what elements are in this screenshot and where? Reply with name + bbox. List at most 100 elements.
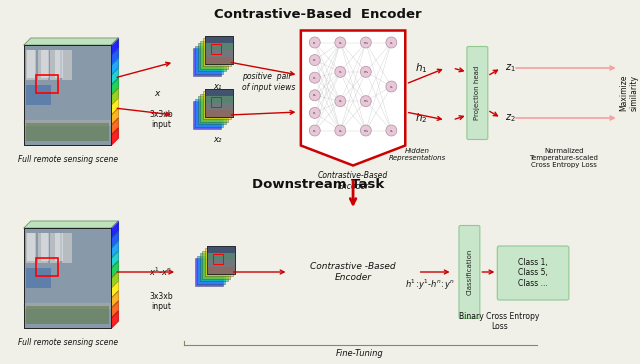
Polygon shape [111,271,118,288]
Bar [26,50,36,80]
Text: n₂: n₂ [339,70,342,74]
Bar [200,253,228,281]
Bar [203,91,231,119]
Bar [205,248,233,276]
Text: m₃: m₃ [364,99,368,103]
Bar [27,233,35,261]
Circle shape [335,125,346,136]
Circle shape [335,66,346,77]
Circle shape [309,90,320,101]
Circle shape [309,37,320,48]
Circle shape [309,72,320,83]
Text: $x^1$-$x^n$: $x^1$-$x^n$ [150,266,173,278]
Text: m₂: m₂ [364,70,368,74]
Bar [198,96,226,124]
Polygon shape [111,128,118,145]
Polygon shape [111,221,118,238]
Text: o₂: o₂ [390,84,393,88]
Bar [205,36,233,63]
Bar [26,123,109,141]
Bar [205,36,233,43]
Bar [50,50,60,80]
Bar [211,96,221,107]
Text: Normalized
Temperature-scaled
Cross Entropy Loss: Normalized Temperature-scaled Cross Entr… [529,148,598,168]
Bar [38,50,48,80]
Bar [202,250,230,278]
Polygon shape [111,301,118,318]
Circle shape [386,125,397,136]
Text: x: x [154,88,160,98]
Text: Maximize
similarity: Maximize similarity [619,75,638,111]
Text: Class 1,
Class 5,
Class ...: Class 1, Class 5, Class ... [518,258,548,288]
Text: Fine-Tuning: Fine-Tuning [336,349,384,358]
Polygon shape [111,98,118,115]
Bar [200,94,228,122]
Bar [41,233,49,261]
Text: 3x3xb
input: 3x3xb input [149,110,173,129]
Text: e₃: e₃ [313,76,317,80]
Text: Hidden
Representations: Hidden Representations [389,148,446,161]
Circle shape [335,37,346,48]
FancyBboxPatch shape [497,246,569,300]
Text: Full remote sensing scene: Full remote sensing scene [17,338,118,347]
Text: Downstream Task: Downstream Task [252,178,385,191]
Text: o₁: o₁ [390,40,393,44]
Circle shape [309,55,320,66]
Bar [207,253,236,260]
Bar [61,50,72,80]
Bar [207,260,236,266]
Bar [205,56,233,63]
FancyBboxPatch shape [459,226,480,318]
Circle shape [386,81,397,92]
Text: m₄: m₄ [364,128,368,132]
Text: $h_2$: $h_2$ [415,111,427,125]
Circle shape [386,37,397,48]
Text: e₅: e₅ [313,111,317,115]
Polygon shape [111,48,118,65]
Polygon shape [111,281,118,298]
Polygon shape [111,261,118,278]
Polygon shape [111,58,118,75]
Bar [205,43,233,50]
Text: e₄: e₄ [313,93,317,97]
Bar [193,101,221,129]
Text: Binary Cross Entropy
Loss: Binary Cross Entropy Loss [459,312,540,331]
Text: o₃: o₃ [390,128,393,132]
Text: $h^1\!:\!y^1$-$h^n\!:\!y^n$: $h^1\!:\!y^1$-$h^n\!:\!y^n$ [404,278,454,292]
Text: x₂: x₂ [213,135,221,144]
Text: Full remote sensing scene: Full remote sensing scene [17,155,118,164]
Bar [195,258,223,286]
Circle shape [335,96,346,107]
Bar [24,45,111,145]
Polygon shape [111,291,118,308]
Polygon shape [111,78,118,95]
Text: Contrastive -Based
Encoder: Contrastive -Based Encoder [310,262,396,282]
Bar [24,228,111,328]
Polygon shape [111,231,118,248]
Bar [26,268,51,288]
Circle shape [360,125,371,136]
Polygon shape [111,88,118,105]
Polygon shape [111,118,118,135]
Polygon shape [111,241,118,258]
Circle shape [360,66,371,77]
Bar [200,40,228,68]
Text: $h_1$: $h_1$ [415,61,428,75]
Text: e₁: e₁ [313,40,317,44]
Text: Contrastive-Based  Encoder: Contrastive-Based Encoder [214,8,422,21]
Text: m₁: m₁ [364,40,368,44]
Bar [36,75,58,93]
Bar [26,85,51,105]
Bar [195,46,223,74]
Bar [197,256,225,284]
Circle shape [309,107,320,118]
Bar [36,258,58,276]
Text: Contrastive-Based
Encoder: Contrastive-Based Encoder [318,171,388,191]
Bar [203,38,231,66]
Bar [50,233,60,263]
Text: n₁: n₁ [339,40,342,44]
Bar [207,245,236,273]
Bar [207,245,236,273]
Text: $z_1$: $z_1$ [505,62,516,74]
Bar [207,266,236,273]
